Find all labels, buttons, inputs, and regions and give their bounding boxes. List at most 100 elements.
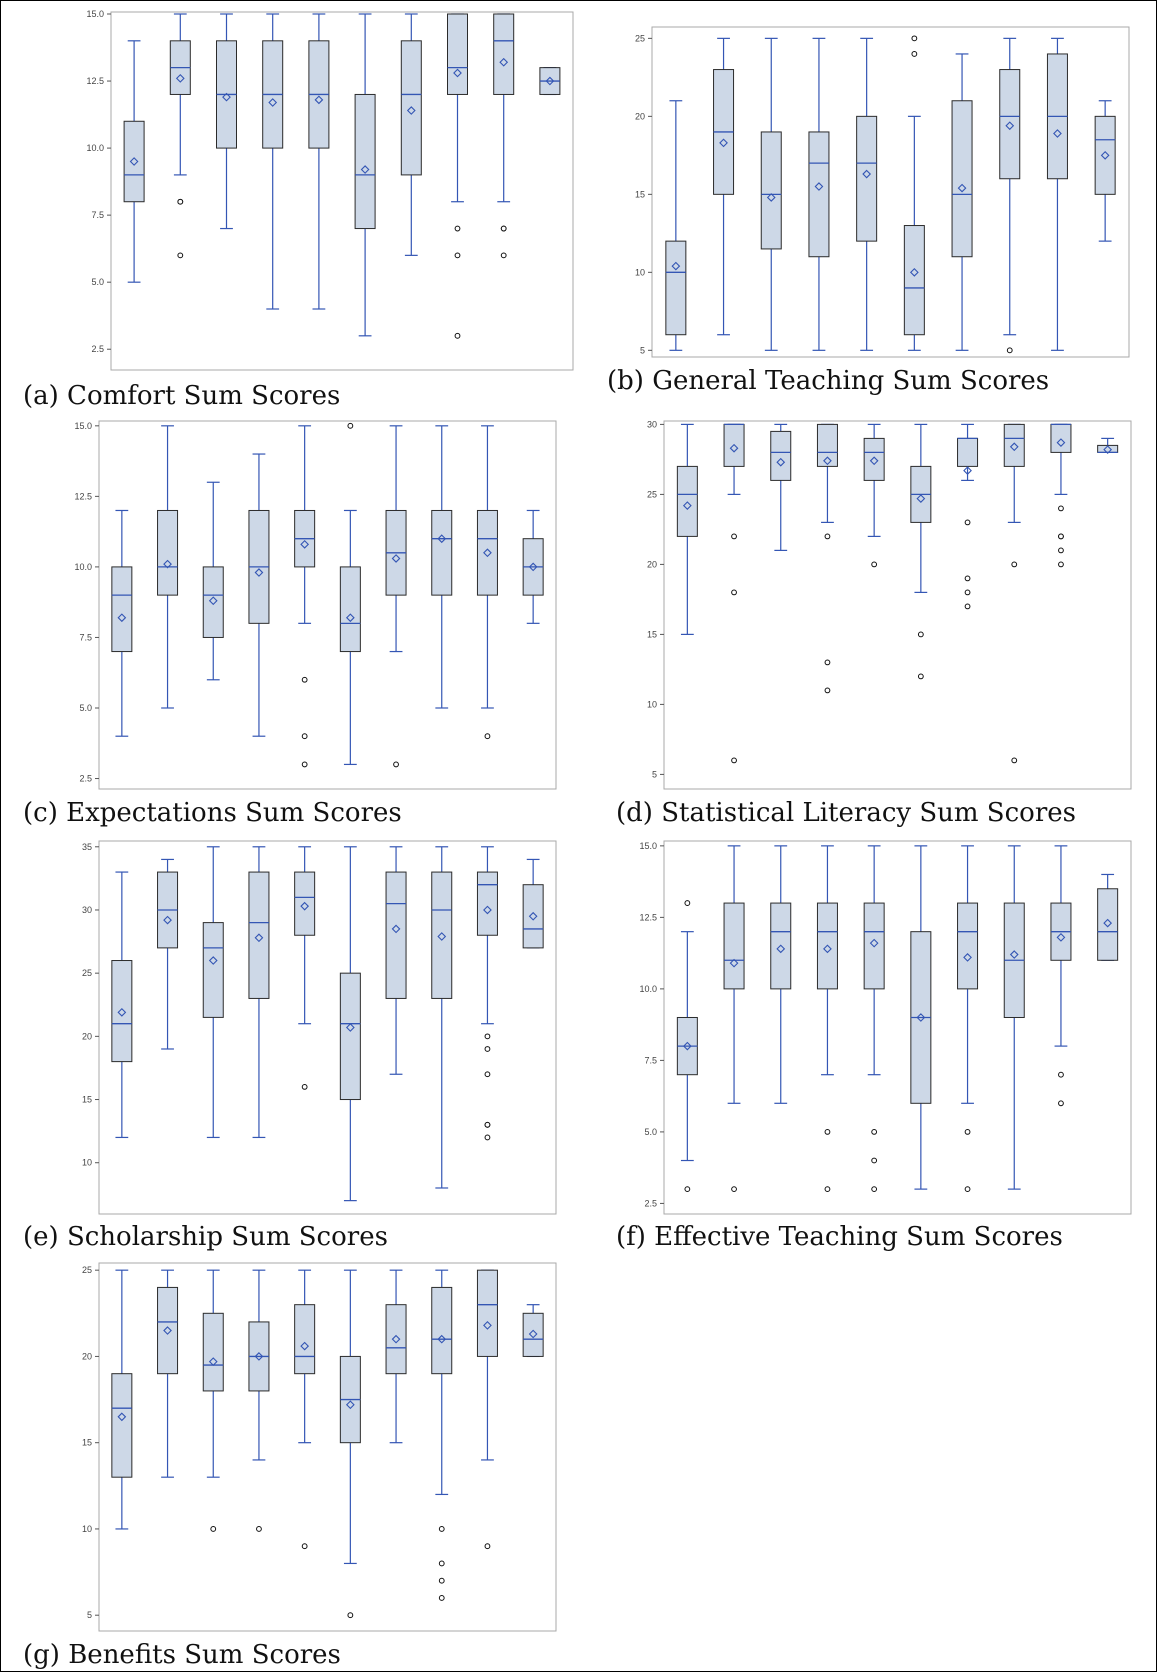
- iqr-box: [1094, 115, 1116, 195]
- box-group-4: [816, 423, 838, 694]
- panel-expectations: 2.5 5.0 7.5 10.0 12.5 15.0 (c) Expectations S…: [23, 415, 564, 828]
- box-group-7: [951, 53, 973, 351]
- y-tick-label: 20: [635, 111, 645, 121]
- iqr-box: [770, 430, 792, 481]
- outlier-point: [1006, 347, 1013, 354]
- mean-marker: [300, 1341, 310, 1351]
- mean-marker: [117, 1007, 127, 1017]
- iqr-box: [123, 120, 145, 203]
- y-tick-label: 5: [87, 1610, 92, 1620]
- box-group-7: [957, 845, 979, 1193]
- outlier-point: [964, 603, 971, 610]
- iqr-box: [111, 960, 133, 1063]
- outlier-point: [438, 1560, 445, 1567]
- box-group-9: [476, 1269, 498, 1550]
- outlier-point: [1058, 533, 1064, 540]
- mean-marker: [117, 613, 127, 623]
- mean-marker: [1056, 933, 1066, 942]
- box-group-8: [431, 425, 453, 709]
- y-tick-label: 7.5: [91, 210, 104, 220]
- mean-marker: [1009, 950, 1019, 959]
- general-teaching-boxplot-chart: 5 10 15 20 25: [635, 26, 1130, 358]
- box-group-4: [816, 845, 838, 1193]
- y-tick-label: 10.0: [74, 562, 92, 572]
- mean-marker: [766, 193, 776, 202]
- mean-marker: [391, 1334, 401, 1344]
- outlier-point: [484, 733, 491, 740]
- box-group-9: [1046, 37, 1068, 351]
- mean-marker: [1009, 442, 1019, 452]
- outlier-point: [484, 1134, 491, 1141]
- panel-benefits: 5 10 15 20 25 (g) Benefits Sum Scores: [23, 1257, 564, 1670]
- y-tick-label: 25: [647, 489, 657, 499]
- panel-statistical-literacy: 5 10 15 20 25 30 (d) Statistical Literacy Sum…: [616, 415, 1139, 828]
- y-tick-label: 15: [82, 1438, 92, 1448]
- outlier-point: [871, 1157, 878, 1164]
- y-tick-label: 10: [82, 1158, 92, 1168]
- outlier-point: [438, 1595, 445, 1601]
- y-tick-label: 5.0: [79, 703, 92, 713]
- caption-comfort: (a) Comfort Sum Scores: [23, 381, 341, 411]
- mean-marker: [345, 1023, 355, 1032]
- mean-marker: [499, 57, 509, 67]
- outlier-point: [438, 1526, 445, 1532]
- y-tick-label: 15: [82, 1095, 92, 1105]
- caption-scholarship: (e) Scholarship Sum Scores: [23, 1222, 388, 1252]
- box-group-1: [665, 100, 687, 351]
- mean-marker: [254, 933, 264, 943]
- y-tick-label: 15.0: [86, 9, 104, 19]
- outlier-point: [824, 687, 831, 694]
- iqr-box: [816, 423, 838, 467]
- iqr-box: [1097, 888, 1119, 961]
- outlier-point: [484, 1543, 491, 1550]
- box-group-10: [1094, 100, 1116, 242]
- iqr-box: [111, 1373, 133, 1478]
- box-group-6: [903, 35, 925, 351]
- outlier-point: [301, 761, 308, 768]
- outlier-point: [684, 900, 691, 906]
- mean-marker: [437, 1334, 447, 1344]
- box-group-2: [723, 423, 745, 764]
- outlier-point: [301, 1543, 308, 1550]
- outlier-point: [731, 533, 737, 540]
- box-group-9: [1050, 423, 1072, 568]
- mean-marker: [862, 169, 872, 179]
- outlier-point: [684, 1186, 691, 1193]
- box-group-10: [522, 1304, 544, 1358]
- iqr-box: [431, 1286, 453, 1375]
- y-tick-label: 7.5: [79, 632, 92, 642]
- caption-statistical-literacy: (d) Statistical Literacy Sum Scores: [616, 798, 1076, 828]
- box-group-9: [476, 846, 498, 1141]
- mean-marker: [1005, 121, 1015, 131]
- mean-marker: [957, 183, 967, 193]
- box-group-2: [713, 37, 735, 336]
- mean-marker: [729, 443, 739, 453]
- mean-marker: [163, 559, 172, 569]
- outlier-point: [917, 673, 924, 680]
- box-group-3: [770, 423, 792, 551]
- iqr-box: [202, 1312, 224, 1392]
- mean-marker: [916, 1013, 926, 1022]
- iqr-box: [856, 115, 878, 242]
- y-tick-label: 5: [640, 345, 645, 355]
- box-group-7: [385, 846, 407, 1075]
- y-tick-label: 10.0: [639, 984, 657, 994]
- plot-area-frame: [663, 420, 1132, 790]
- mean-marker: [391, 554, 401, 563]
- box-group-10: [539, 67, 561, 96]
- box-group-5: [863, 423, 885, 568]
- y-tick-label: 10: [635, 267, 645, 277]
- iqr-box: [354, 93, 376, 230]
- iqr-box: [294, 871, 316, 936]
- outlier-point: [454, 332, 461, 339]
- mean-marker: [208, 956, 218, 965]
- y-tick-label: 30: [647, 419, 657, 429]
- mean-marker: [776, 944, 786, 954]
- box-group-1: [111, 1269, 133, 1530]
- box-group-5: [863, 845, 885, 1193]
- box-group-7: [400, 13, 422, 256]
- iqr-box: [723, 423, 745, 467]
- mean-marker: [254, 568, 264, 577]
- y-tick-label: 10: [82, 1524, 92, 1534]
